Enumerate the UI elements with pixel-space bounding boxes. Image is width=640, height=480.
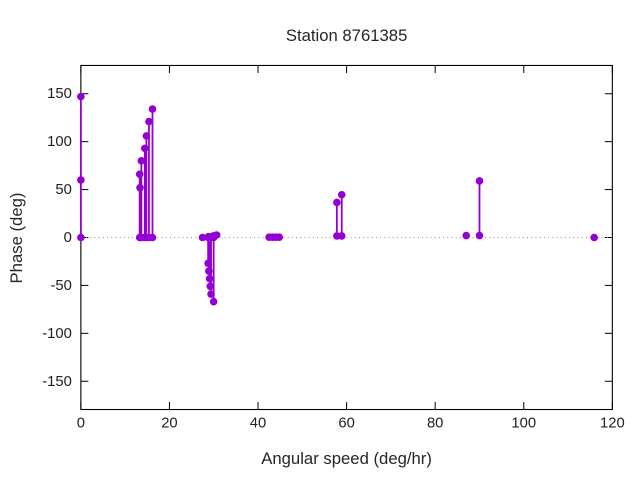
- svg-text:50: 50: [55, 182, 71, 198]
- svg-text:80: 80: [427, 416, 443, 432]
- svg-text:-150: -150: [42, 374, 72, 390]
- svg-text:0: 0: [64, 230, 72, 246]
- svg-text:60: 60: [338, 416, 354, 432]
- svg-text:40: 40: [250, 416, 266, 432]
- svg-text:150: 150: [47, 86, 72, 102]
- svg-text:120: 120: [600, 416, 625, 432]
- svg-text:-100: -100: [42, 326, 72, 342]
- svg-text:100: 100: [511, 416, 536, 432]
- svg-text:20: 20: [161, 416, 177, 432]
- svg-text:0: 0: [77, 416, 85, 432]
- svg-text:-50: -50: [50, 278, 71, 294]
- svg-text:100: 100: [47, 134, 72, 150]
